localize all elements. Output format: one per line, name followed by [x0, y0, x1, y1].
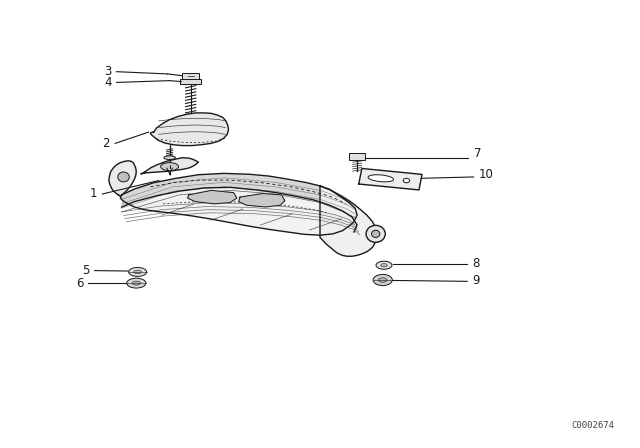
- Polygon shape: [239, 194, 285, 207]
- Ellipse shape: [129, 267, 147, 276]
- Ellipse shape: [376, 261, 392, 269]
- Polygon shape: [122, 173, 357, 232]
- Ellipse shape: [403, 178, 410, 183]
- Text: 3: 3: [104, 65, 112, 78]
- Text: C0002674: C0002674: [572, 421, 614, 430]
- Ellipse shape: [134, 270, 141, 274]
- Polygon shape: [359, 168, 422, 190]
- FancyBboxPatch shape: [182, 73, 200, 79]
- FancyBboxPatch shape: [180, 79, 201, 84]
- Ellipse shape: [371, 230, 380, 237]
- Polygon shape: [109, 161, 136, 196]
- Polygon shape: [120, 173, 357, 235]
- FancyBboxPatch shape: [349, 153, 365, 160]
- Polygon shape: [150, 113, 228, 146]
- Text: 6: 6: [76, 276, 83, 290]
- Ellipse shape: [132, 281, 141, 285]
- Ellipse shape: [118, 172, 129, 182]
- Ellipse shape: [381, 263, 387, 267]
- Ellipse shape: [127, 278, 146, 288]
- Ellipse shape: [373, 274, 392, 286]
- Ellipse shape: [366, 225, 385, 242]
- Text: 4: 4: [104, 76, 112, 89]
- Ellipse shape: [164, 156, 175, 159]
- Ellipse shape: [378, 278, 387, 282]
- Ellipse shape: [368, 175, 394, 182]
- Text: 9: 9: [472, 274, 480, 287]
- Text: 7: 7: [474, 147, 481, 160]
- Polygon shape: [188, 190, 237, 204]
- Text: 8: 8: [472, 257, 480, 270]
- Ellipse shape: [161, 163, 179, 171]
- Text: 10: 10: [479, 168, 493, 181]
- Polygon shape: [141, 158, 198, 174]
- Text: 1: 1: [90, 187, 97, 201]
- Text: 5: 5: [82, 264, 90, 277]
- Polygon shape: [320, 186, 376, 256]
- Text: 2: 2: [102, 137, 110, 150]
